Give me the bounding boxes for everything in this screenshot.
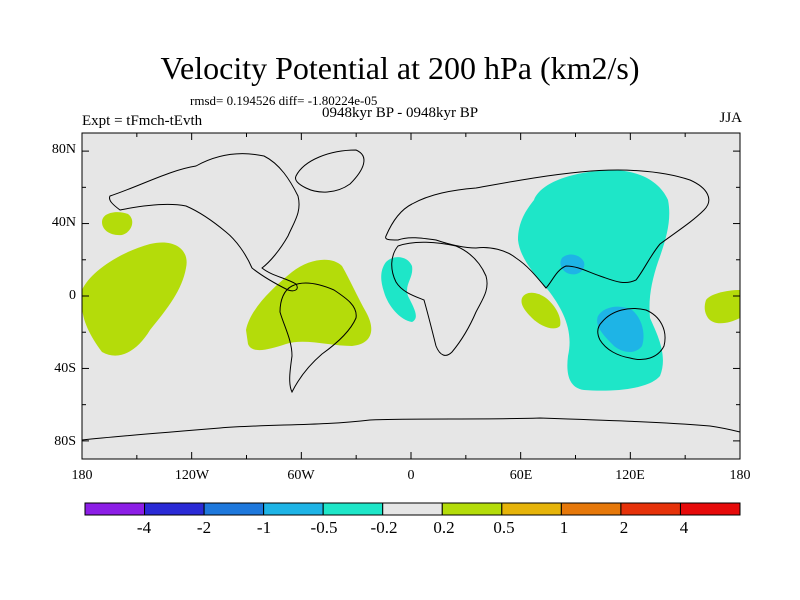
africa-coast — [391, 241, 488, 356]
lon-label-0: 0 — [407, 468, 415, 483]
positive-anomaly-regions — [82, 212, 740, 356]
lat-label-80n: 80N — [51, 142, 76, 157]
australia-patch — [597, 306, 644, 352]
europe-asia-coast — [385, 169, 710, 289]
central-pacific-blob — [82, 242, 187, 356]
lat-label-0: 0 — [69, 288, 76, 303]
lon-label-120e: 120E — [615, 468, 645, 483]
indian-ocean-small-blob — [521, 292, 561, 329]
lon-label-120w: 120W — [174, 468, 210, 483]
south-america-coast — [279, 282, 357, 394]
strong-negative-patches — [560, 254, 644, 352]
lon-label-60w: 60W — [287, 468, 315, 483]
lon-label-180w: 180 — [71, 468, 93, 483]
lat-label-40n: 40N — [51, 215, 76, 230]
colorbar — [84, 502, 741, 516]
lat-label-40s: 40S — [54, 361, 76, 376]
colorbar-label: 0.2 — [433, 518, 455, 537]
plot-title: Velocity Potential at 200 hPa (km2/s) — [160, 50, 640, 86]
colorbar-label: -0.2 — [370, 518, 398, 537]
season-label: JJA — [719, 110, 742, 126]
colorbar-label: 2 — [619, 518, 629, 537]
colorbar-swatch — [620, 502, 681, 516]
colorbar-label: -4 — [136, 518, 152, 537]
colorbar-label: -1 — [256, 518, 272, 537]
colorbar-swatch — [560, 502, 622, 516]
colorbar-label: 1 — [559, 518, 569, 537]
south-asia-patch — [560, 254, 585, 275]
coastlines — [81, 149, 741, 441]
colorbar-swatch — [501, 502, 562, 516]
period-label: 0948kyr BP - 0948kyr BP — [322, 105, 479, 121]
colorbar-swatch — [144, 502, 205, 516]
lon-label-180e: 180 — [729, 468, 751, 483]
stats-line: rmsd= 0.194526 diff= -1.80224e-05 — [190, 93, 378, 108]
australia-coast — [597, 308, 666, 360]
colorbar-swatch — [679, 502, 741, 516]
colorbar-swatch — [203, 502, 265, 516]
colorbar-swatch — [382, 502, 443, 516]
map-frame — [81, 132, 741, 460]
lat-label-80s: 80S — [54, 434, 76, 449]
antarctica-coast — [81, 417, 741, 441]
atlantic-africa-blob — [381, 257, 416, 322]
colorbar-label: 0.5 — [493, 518, 515, 537]
colorbar-swatch — [322, 502, 384, 516]
colorbar-swatch — [263, 502, 324, 516]
colorbar-label: -0.5 — [310, 518, 338, 537]
colorbar-swatch — [441, 502, 503, 516]
greenland-coast — [295, 149, 365, 193]
lon-label-60e: 60E — [509, 468, 533, 483]
colorbar-label: -2 — [196, 518, 212, 537]
colorbar-label: 4 — [679, 518, 689, 537]
colorbar-swatch — [84, 502, 146, 516]
experiment-label: Expt = tFmch-tEvth — [82, 113, 203, 129]
west-pacific-edge-blob — [704, 290, 740, 324]
central-pacific-north-blob — [102, 212, 133, 236]
south-america-blob — [246, 259, 372, 351]
